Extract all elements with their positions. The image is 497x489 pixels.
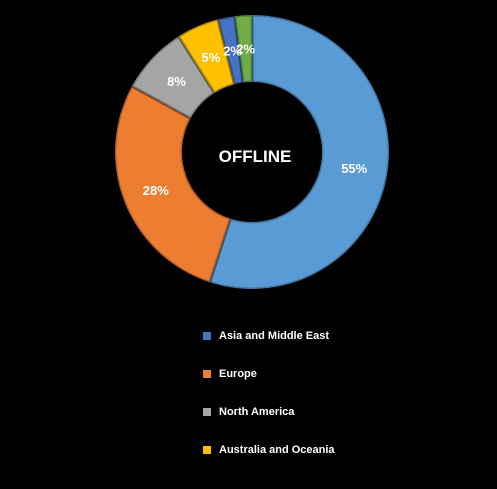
legend-label: Asia and Middle East [219,329,330,342]
donut-slice [176,17,237,95]
legend-swatch [203,407,211,416]
slice-label: 28% [143,183,169,198]
slice-label: 2% [223,43,242,58]
legend-item: Australia and Oceania [203,440,335,459]
slice-label: 8% [167,74,186,89]
legend-swatch [203,445,211,454]
donut-slice [207,13,391,291]
donut-slice [233,13,254,85]
legend-item: North America [203,402,335,421]
donut-slice [113,83,233,285]
donut-slice [216,14,245,87]
slice-label: 5% [201,50,220,65]
legend-label: Europe [219,367,257,380]
legend-label: Australia and Oceania [219,443,335,456]
legend-item: Europe [203,364,335,383]
legend-label: North America [219,405,295,418]
legend-swatch [203,331,211,340]
legend-swatch [203,369,211,378]
slice-label: 55% [341,161,367,176]
slice-label: 2% [236,42,255,57]
legend-item: Asia and Middle East [203,326,335,345]
legend: Asia and Middle East Europe North Americ… [203,326,335,478]
center-label: OFFLINE [219,147,292,166]
